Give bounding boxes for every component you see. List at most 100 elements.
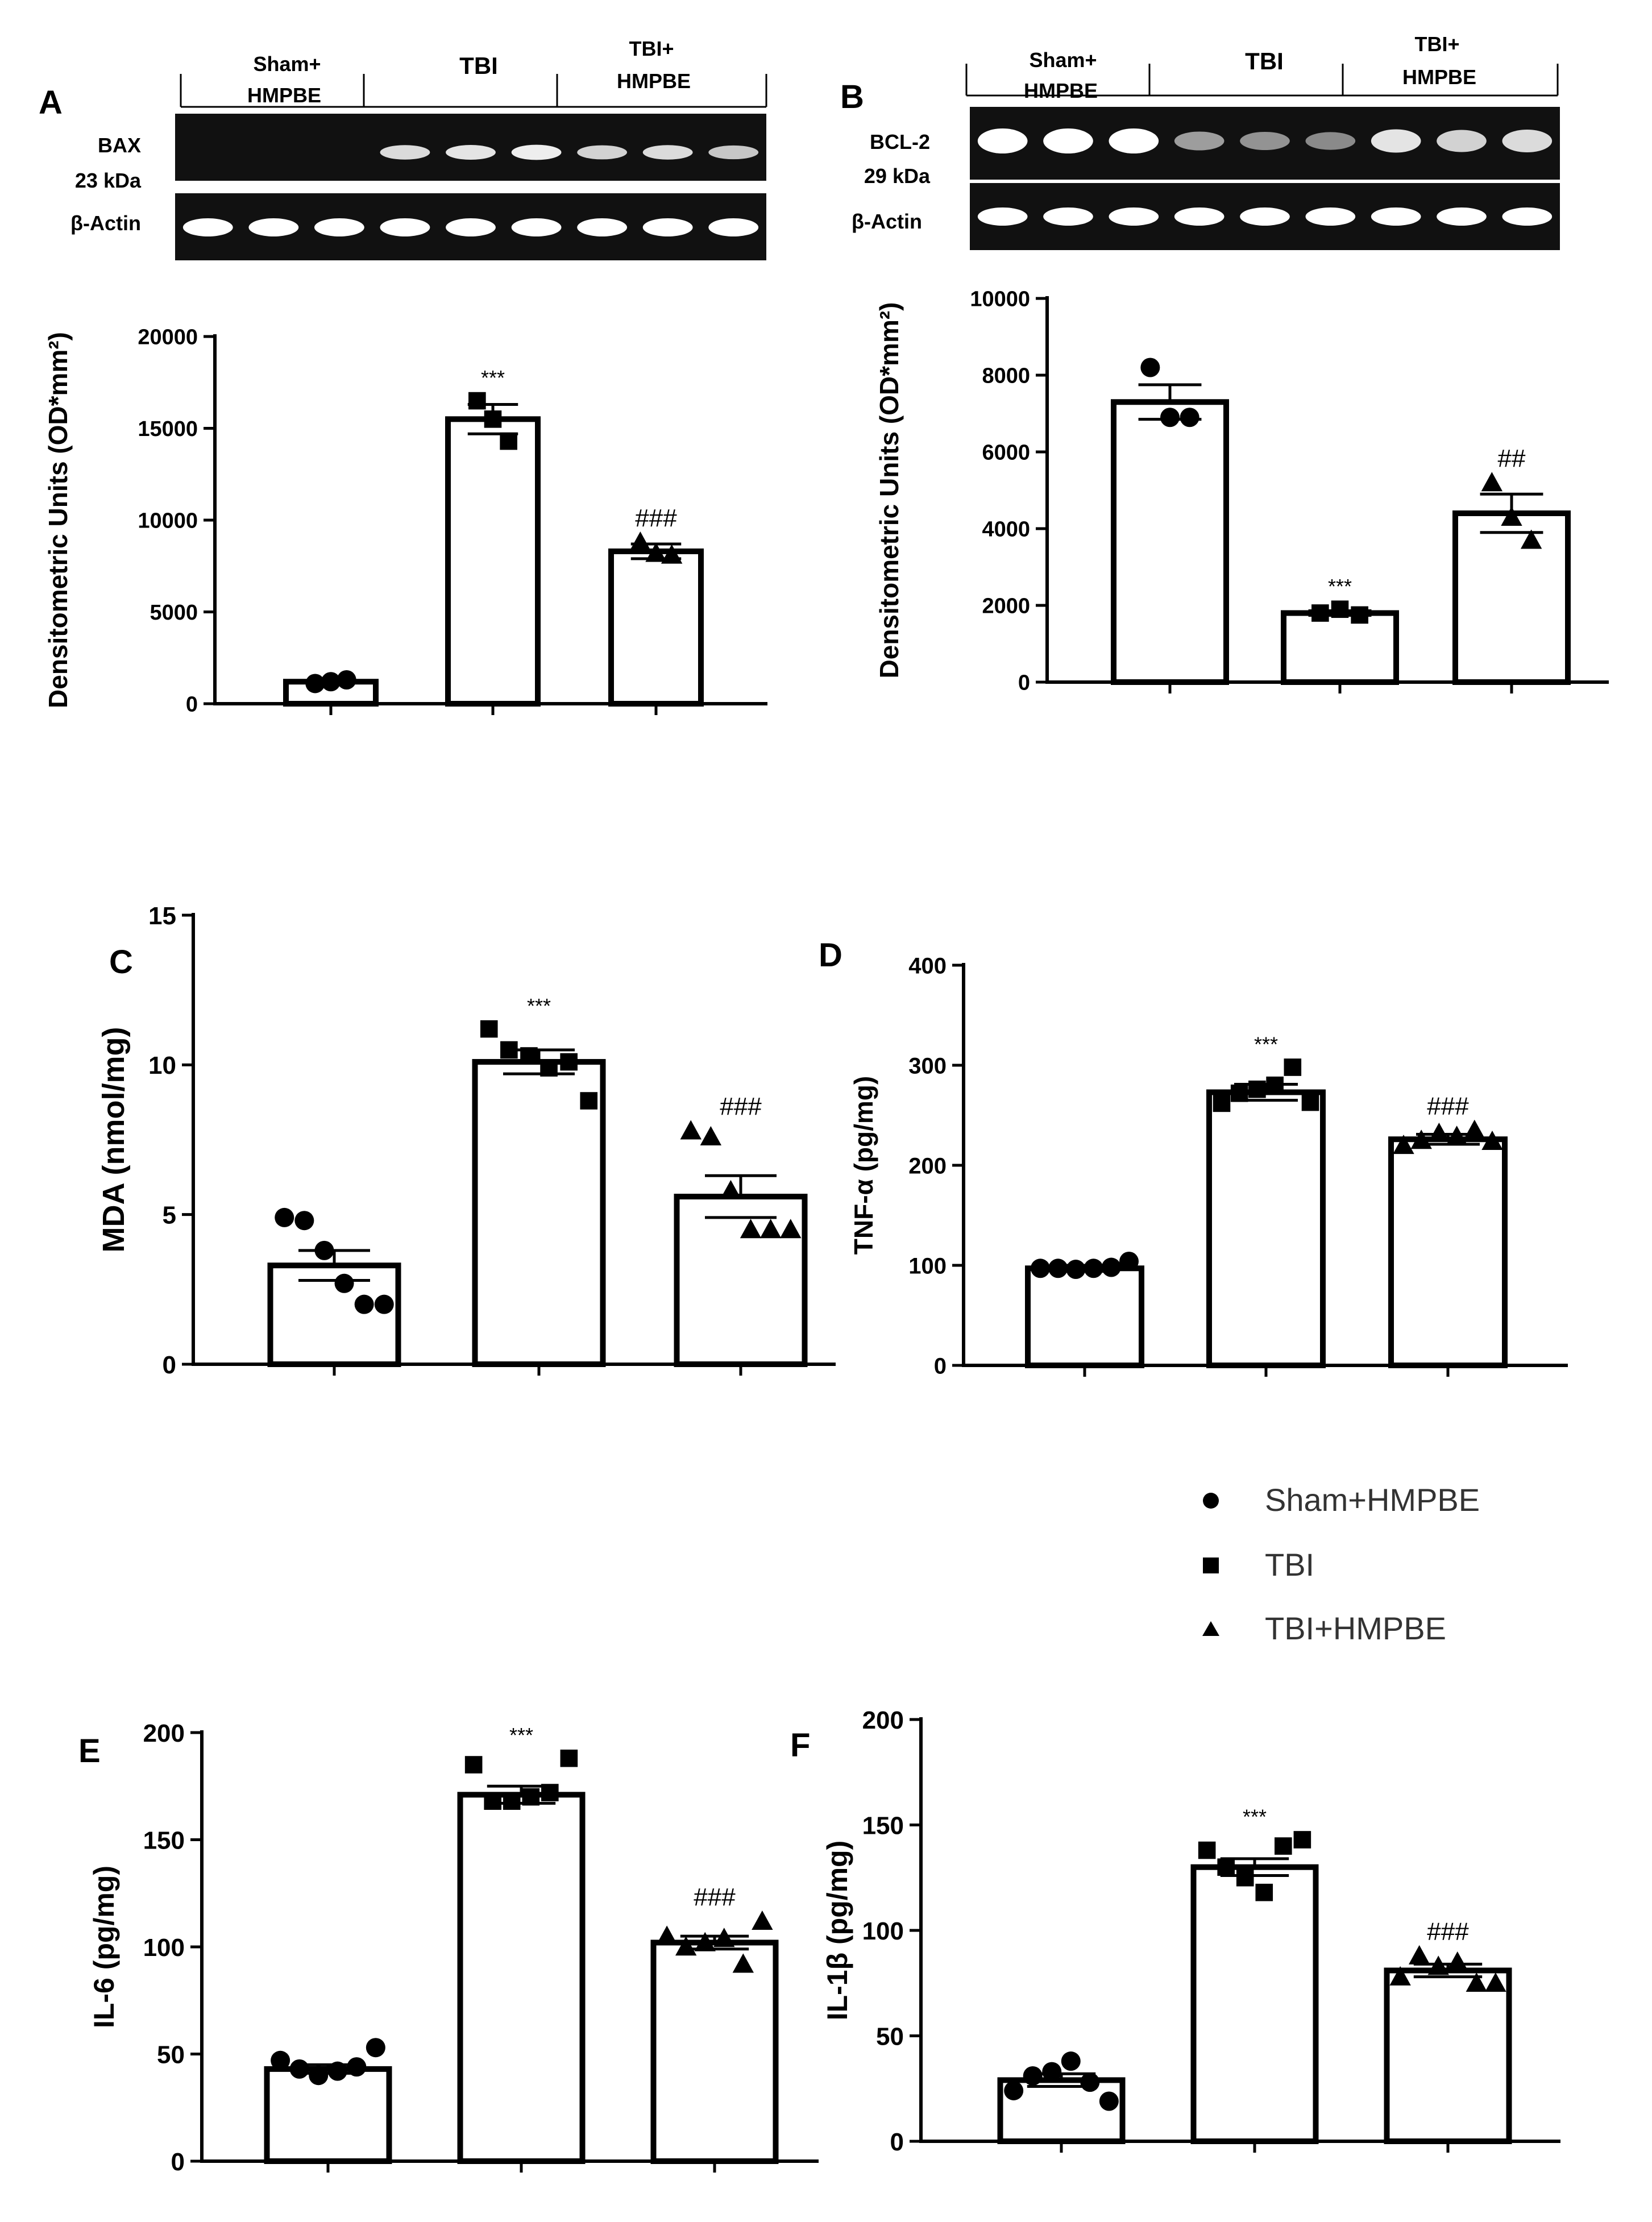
y-tick-label: 200	[908, 1153, 947, 1178]
bar	[1025, 1265, 1144, 1369]
panel-letter-a: A	[39, 84, 63, 121]
data-point-square	[1198, 1841, 1216, 1859]
blot-band	[708, 145, 759, 160]
data-point-circle	[1180, 408, 1199, 427]
data-point-triangle	[713, 1928, 735, 1947]
data-point-triangle	[661, 544, 683, 564]
data-point-circle	[1084, 1259, 1103, 1278]
y-axis-label: IL-1β (pg/mg)	[821, 1841, 853, 2021]
data-point-square	[1217, 1858, 1235, 1876]
bar	[1388, 1136, 1508, 1368]
data-point-triangle	[1501, 506, 1522, 526]
data-point-triangle	[680, 1120, 702, 1140]
data-point-triangle	[740, 1219, 762, 1239]
data-point-square	[500, 432, 517, 450]
significance-label: ###	[635, 504, 677, 532]
y-tick-label: 6000	[982, 441, 1030, 465]
data-point-square	[1293, 1831, 1311, 1849]
y-tick-label: 5	[163, 1202, 176, 1230]
blot-bands	[182, 144, 759, 236]
blot-band	[1502, 129, 1553, 153]
y-tick-label: 50	[876, 2022, 904, 2050]
blot-band	[577, 145, 628, 160]
blot-band	[1305, 207, 1356, 226]
blot-band	[1240, 207, 1290, 226]
y-tick-label: 0	[1018, 671, 1030, 695]
y-tick-label: 100	[908, 1253, 947, 1278]
blot-bands	[977, 128, 1553, 226]
y-tick-label: 10000	[138, 509, 198, 533]
data-point-triangle	[1481, 1131, 1503, 1151]
bar	[1190, 1864, 1319, 2144]
blot-band	[1437, 130, 1487, 152]
data-point-triangle	[732, 1953, 754, 1973]
y-tick-label: 15	[148, 902, 176, 930]
data-point-circle	[305, 674, 325, 693]
y-axis-label: IL-6 (pg/mg)	[88, 1866, 120, 2028]
data-point-triangle	[694, 1932, 716, 1951]
blot-band	[1109, 128, 1159, 153]
blot-band	[182, 218, 233, 236]
data-point-square	[1351, 606, 1368, 624]
chart-mda: *** ### 0 5 10 15 MDA (nmol/mg)	[97, 902, 836, 1379]
chart-il6: *** ### 0 50 100 150 200 IL-6 (pg/mg)	[88, 1720, 819, 2176]
blot-band	[511, 144, 562, 160]
blot-band	[314, 218, 364, 236]
blot-band	[1043, 128, 1093, 153]
significance-label: ***	[1328, 575, 1352, 598]
legend-label: TBI+HMPBE	[1265, 1610, 1446, 1646]
y-tick-label: 8000	[982, 364, 1030, 388]
blot-group-label: HMPBE	[247, 84, 321, 107]
data-point-triangle	[780, 1219, 802, 1239]
data-point-triangle	[1485, 1972, 1506, 1992]
blot-band	[380, 218, 430, 236]
blot-band	[977, 207, 1028, 226]
data-point-triangle	[675, 1936, 697, 1956]
significance-label: ***	[509, 1723, 533, 1747]
blot-band	[446, 218, 496, 236]
data-point-square	[1275, 1837, 1292, 1855]
blot-band	[1240, 131, 1290, 151]
chart-bcl2-densitometry: *** ## 0 2000 4000 6000 8000 10000 Densitometric…	[874, 288, 1609, 695]
data-point-circle	[294, 1211, 314, 1231]
data-point-circle	[289, 2059, 309, 2079]
data-point-circle	[314, 1240, 334, 1260]
y-tick-label: 100	[143, 1934, 185, 1962]
data-point-triangle	[1446, 1125, 1468, 1145]
data-point-circle	[1160, 408, 1180, 427]
data-point-triangle	[700, 1126, 722, 1146]
y-tick-label: 5000	[150, 601, 198, 625]
blot-group-label: HMPBE	[1402, 65, 1476, 89]
data-point-circle	[347, 2057, 367, 2077]
blot-group-label: TBI	[459, 52, 498, 79]
data-point-square	[560, 1053, 578, 1071]
data-point-circle	[275, 1207, 294, 1227]
data-point-square	[1236, 1868, 1254, 1887]
data-point-triangle	[1520, 529, 1542, 549]
significance-label: ***	[1254, 1033, 1278, 1056]
data-point-square	[480, 1020, 498, 1038]
bar	[457, 1792, 586, 2165]
panel-letter-b: B	[840, 78, 864, 115]
bar	[674, 1194, 808, 1367]
data-point-triangle	[1408, 1945, 1430, 1965]
data-point-square	[1311, 604, 1329, 622]
blot-group-label: Sham+	[1029, 48, 1097, 72]
y-axis-label: MDA (nmol/mg)	[97, 1027, 131, 1253]
significance-label: ###	[720, 1093, 762, 1120]
data-point-triangle	[1389, 1966, 1411, 1986]
blot-actin-label: β-Actin	[70, 211, 141, 235]
y-axis-label: TNF-α (pg/mg)	[849, 1076, 878, 1255]
bar	[264, 2066, 392, 2164]
y-tick-label: 15000	[138, 417, 198, 441]
significance-label: ###	[694, 1883, 736, 1911]
data-point-square	[484, 1792, 501, 1810]
data-point-circle	[1004, 2080, 1024, 2100]
data-point-circle	[1140, 358, 1160, 377]
y-tick-label: 10	[148, 1052, 176, 1079]
data-point-circle	[1066, 1260, 1086, 1280]
blot-band	[446, 144, 496, 160]
data-point-triangle	[645, 542, 667, 562]
